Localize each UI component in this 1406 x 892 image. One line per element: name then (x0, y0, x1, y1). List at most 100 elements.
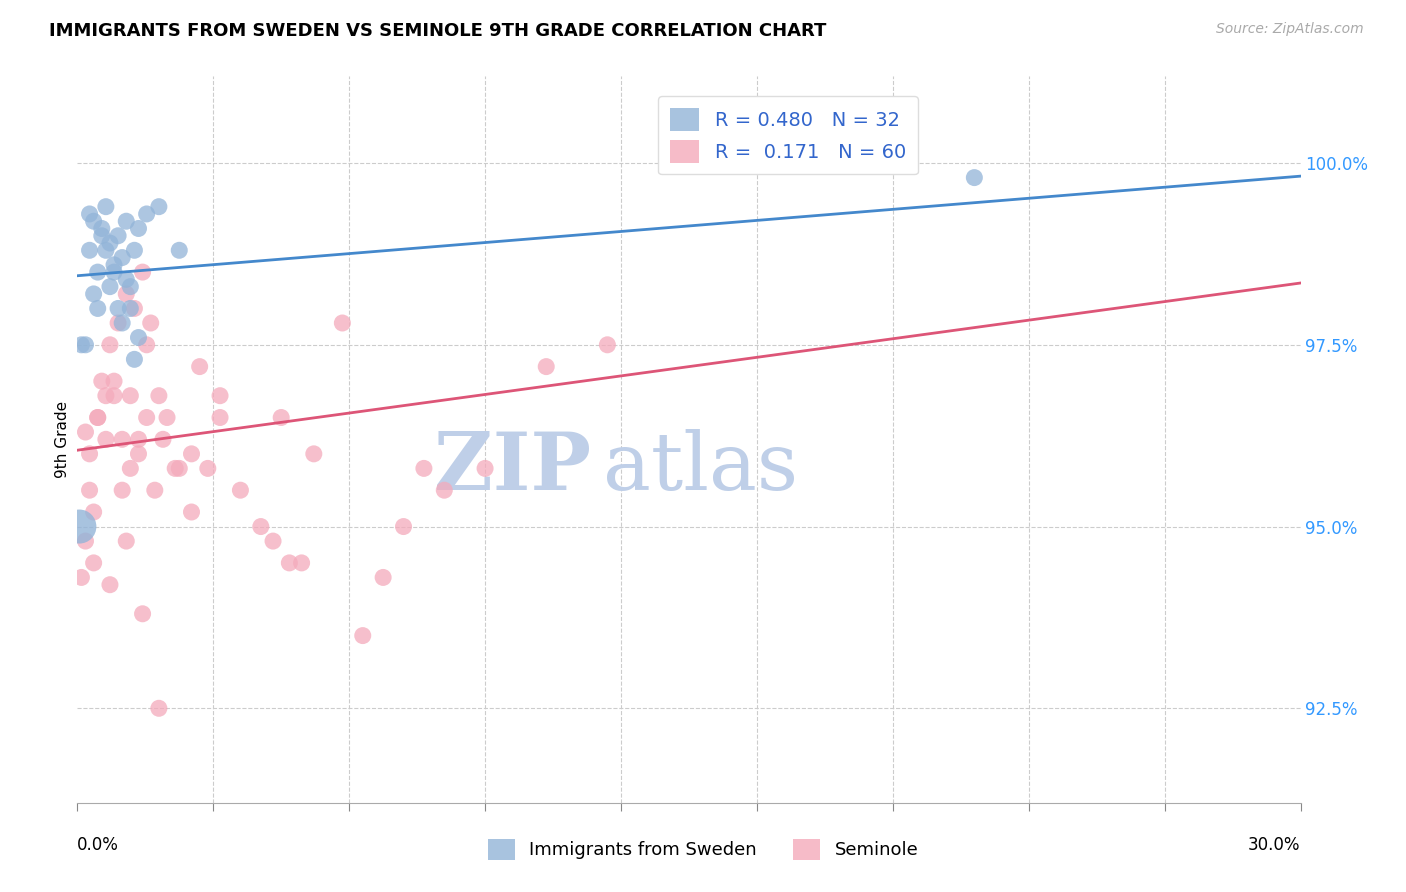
Point (278, 556, 301, 570)
Point (107, 316, 129, 330)
Text: 0.0%: 0.0% (77, 836, 120, 854)
Point (70, 338, 93, 352)
Point (87, 265, 110, 279)
Point (148, 200, 170, 214)
Point (83, 556, 105, 570)
Point (262, 534, 284, 549)
Point (124, 352, 146, 367)
Point (115, 214, 138, 228)
Point (180, 505, 202, 519)
Point (98, 578, 121, 592)
Point (127, 221, 149, 235)
Point (103, 389, 125, 403)
Point (107, 301, 129, 316)
Point (371, 570, 394, 584)
Point (197, 461, 219, 475)
Point (148, 701, 170, 715)
Point (111, 483, 134, 498)
Point (135, 410, 157, 425)
Point (98, 338, 121, 352)
Point (302, 447, 325, 461)
Point (139, 316, 162, 330)
Point (111, 251, 134, 265)
Point (79, 483, 101, 498)
Point (103, 265, 125, 279)
Point (270, 410, 292, 425)
Point (83, 214, 105, 228)
Point (98, 235, 121, 250)
Point (180, 447, 202, 461)
Legend: Immigrants from Sweden, Seminole: Immigrants from Sweden, Seminole (481, 831, 925, 867)
Point (83, 286, 105, 301)
Point (229, 483, 252, 498)
Point (79, 244, 101, 258)
Point (98, 279, 121, 293)
Point (67, 519, 90, 533)
Point (127, 432, 149, 446)
Text: IMMIGRANTS FROM SWEDEN VS SEMINOLE 9TH GRADE CORRELATION CHART: IMMIGRANTS FROM SWEDEN VS SEMINOLE 9TH G… (49, 22, 827, 40)
Point (70, 570, 93, 584)
Point (165, 461, 187, 475)
Point (392, 519, 415, 533)
Point (75, 425, 97, 439)
Point (94, 389, 117, 403)
Point (94, 200, 117, 214)
Point (79, 207, 101, 221)
Point (963, 170, 986, 185)
Point (111, 432, 134, 446)
Point (127, 447, 149, 461)
Point (534, 359, 557, 374)
Point (169, 461, 191, 475)
Point (115, 286, 138, 301)
Text: atlas: atlas (603, 429, 799, 508)
Point (135, 207, 157, 221)
Point (596, 338, 619, 352)
Point (131, 265, 153, 279)
Text: ZIP: ZIP (434, 429, 591, 508)
Point (124, 244, 146, 258)
Point (120, 389, 142, 403)
Point (332, 316, 354, 330)
Point (131, 607, 153, 621)
Point (87, 410, 110, 425)
Point (94, 244, 117, 258)
Y-axis label: 9th Grade: 9th Grade (55, 401, 70, 478)
Point (107, 228, 129, 243)
Point (75, 534, 97, 549)
Point (79, 447, 101, 461)
Point (90, 221, 112, 235)
Text: Source: ZipAtlas.com: Source: ZipAtlas.com (1216, 22, 1364, 37)
Point (115, 272, 138, 286)
Point (208, 410, 231, 425)
Point (111, 316, 134, 330)
Point (90, 374, 112, 388)
Point (188, 359, 211, 374)
Point (143, 483, 166, 498)
Point (208, 389, 231, 403)
Point (124, 301, 146, 316)
Point (148, 389, 170, 403)
Point (75, 338, 97, 352)
Point (127, 330, 149, 344)
Point (352, 629, 374, 643)
Point (156, 410, 179, 425)
Point (474, 461, 496, 475)
Point (83, 505, 105, 519)
Point (94, 432, 117, 446)
Point (103, 374, 125, 388)
Point (90, 228, 112, 243)
Point (433, 483, 456, 498)
Point (120, 461, 142, 475)
Point (87, 301, 110, 316)
Legend: R = 0.480   N = 32, R =  0.171   N = 60: R = 0.480 N = 32, R = 0.171 N = 60 (658, 96, 918, 175)
Point (169, 244, 191, 258)
Point (135, 338, 157, 352)
Point (290, 556, 312, 570)
Point (87, 410, 110, 425)
Point (152, 432, 174, 446)
Point (120, 301, 142, 316)
Point (103, 258, 125, 272)
Point (120, 279, 142, 293)
Point (413, 461, 436, 475)
Point (250, 519, 273, 533)
